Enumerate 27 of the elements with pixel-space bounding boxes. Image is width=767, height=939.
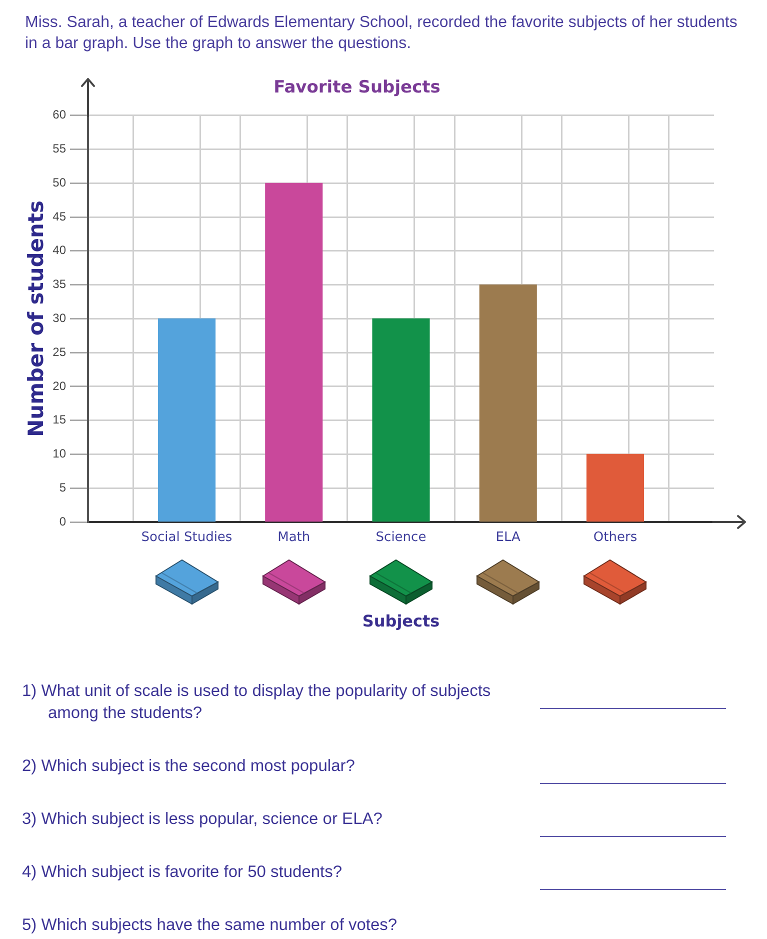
text: 5) Which subjects have the same number of votes? bbox=[22, 915, 398, 936]
x-tick-label: Math bbox=[278, 530, 310, 546]
text: 4) Which subject is favorite for 50 students? bbox=[22, 862, 344, 883]
chart-title: Favorite Subjects bbox=[274, 78, 440, 98]
x-tick-label: Social Studies bbox=[141, 530, 232, 546]
y-tick-label: 55 bbox=[52, 142, 66, 156]
y-axis-title: Number of students bbox=[24, 200, 48, 437]
x-tick-label: Science bbox=[376, 530, 426, 546]
y-tick-label: 20 bbox=[52, 378, 66, 393]
x-tick-label: Others bbox=[593, 530, 638, 546]
x-tick-label: ELA bbox=[496, 530, 521, 546]
y-tick-label: 50 bbox=[52, 175, 66, 190]
y-tick-label: 60 bbox=[52, 108, 66, 122]
y-tick-label: 30 bbox=[52, 311, 66, 326]
y-tick-label: 15 bbox=[52, 412, 66, 427]
text: 3) Which subject is less popular, science or ELA? bbox=[22, 809, 384, 830]
y-tick-label: 25 bbox=[52, 344, 66, 359]
text: 2) Which subject is the second most popular? bbox=[22, 756, 356, 777]
x-axis-title: Subjects bbox=[362, 612, 440, 631]
y-tick-label: 45 bbox=[52, 209, 66, 224]
y-tick-label: 35 bbox=[52, 277, 66, 292]
y-tick-label: 5 bbox=[59, 480, 66, 494]
text: 1) What unit of scale is used to display the popularity of subjects among the students? bbox=[22, 681, 492, 724]
text: Miss. Sarah, a teacher of Edwards Elementary School, recorded the favorite subjects of her students in a bar graph. Use the graph to answer the questions. bbox=[25, 13, 738, 54]
y-tick-label: 10 bbox=[52, 446, 66, 461]
y-tick-label: 40 bbox=[52, 243, 66, 258]
y-tick-label: 0 bbox=[59, 514, 66, 528]
